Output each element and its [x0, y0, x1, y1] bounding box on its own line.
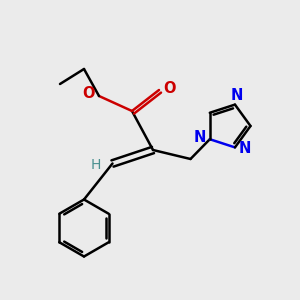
Text: N: N: [194, 130, 206, 145]
Text: H: H: [91, 158, 101, 172]
Text: N: N: [230, 88, 243, 103]
Text: O: O: [82, 85, 95, 100]
Text: O: O: [163, 81, 176, 96]
Text: N: N: [238, 141, 251, 156]
